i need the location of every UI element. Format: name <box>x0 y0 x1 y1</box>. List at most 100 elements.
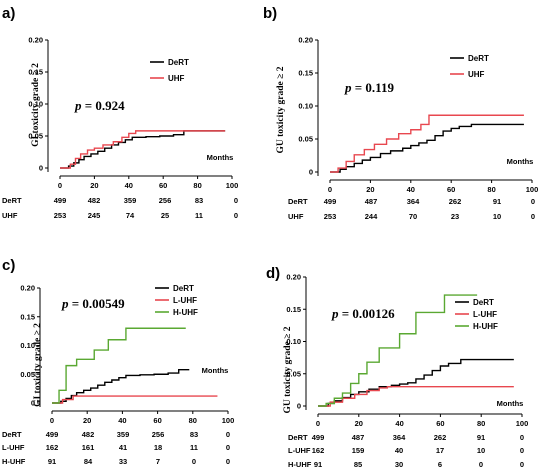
y-tick-label: 0.15 <box>28 68 43 77</box>
risk-table-cell: 10 <box>477 446 485 455</box>
y-tick-label: 0.15 <box>20 312 35 321</box>
risk-row-label: UHF <box>288 212 304 221</box>
y-tick-label: 0 <box>39 164 43 173</box>
y-tick-label: 0.20 <box>28 36 43 45</box>
x-tick-label: 20 <box>90 181 98 190</box>
risk-table-cell: 91 <box>314 460 322 469</box>
risk-table-cell: 7 <box>156 457 160 466</box>
x-tick-label: 40 <box>125 181 133 190</box>
x-tick-label: 0 <box>58 181 62 190</box>
risk-table-cell: 0 <box>226 430 230 439</box>
risk-row-label: L-UHF <box>288 446 311 455</box>
risk-table-cell: 40 <box>395 446 403 455</box>
y-tick-label: 0.10 <box>286 337 301 346</box>
risk-table-cell: 74 <box>126 211 135 220</box>
risk-table-cell: 41 <box>119 443 127 452</box>
risk-table-cell: 499 <box>312 433 325 442</box>
risk-table-cell: 17 <box>436 446 444 455</box>
y-tick-label: 0.10 <box>298 102 313 111</box>
x-tick-label: 40 <box>407 185 415 194</box>
risk-table-cell: 256 <box>159 196 172 205</box>
p-value-label: p = 0.119 <box>344 80 394 95</box>
risk-table-cell: 85 <box>354 460 362 469</box>
panel-label: c) <box>2 257 15 274</box>
risk-row-label: DeRT <box>288 433 308 442</box>
x-tick-label: 100 <box>226 181 239 190</box>
series-line-uhf <box>60 130 226 169</box>
risk-table-cell: 245 <box>88 211 101 220</box>
risk-table-cell: 159 <box>352 446 365 455</box>
risk-table-cell: 91 <box>48 457 56 466</box>
series-line-dert <box>330 123 524 173</box>
x-tick-label: 40 <box>118 416 126 425</box>
chart-panel-2: b) GU toxicity grade ≥ 2 0 0.05 0.10 0.15 0.20… <box>263 5 538 221</box>
legend-label: L-UHF <box>173 296 197 305</box>
risk-table-cell: 262 <box>434 433 447 442</box>
x-tick-label: 80 <box>189 416 197 425</box>
y-tick-label: 0.15 <box>298 69 313 78</box>
y-tick-label: 0 <box>297 402 301 411</box>
risk-table-cell: 84 <box>84 457 93 466</box>
risk-table-cell: 244 <box>365 212 378 221</box>
y-tick-label: 0.05 <box>286 369 301 378</box>
series-line-l-uhf <box>52 395 218 404</box>
x-tick-label: 20 <box>355 419 363 428</box>
y-tick-label: 0.20 <box>286 273 301 282</box>
legend-label: UHF <box>168 74 185 83</box>
p-value-label: p = 0.00126 <box>331 306 395 321</box>
series-line-h-uhf <box>318 294 478 407</box>
risk-table-cell: 0 <box>520 433 524 442</box>
risk-table-cell: 6 <box>438 460 442 469</box>
legend-label: DeRT <box>468 54 489 63</box>
risk-row-label: DeRT <box>2 430 22 439</box>
x-axis-label: Months <box>202 366 229 375</box>
risk-table-cell: 162 <box>312 446 325 455</box>
risk-table-cell: 161 <box>82 443 95 452</box>
risk-table-cell: 10 <box>493 212 501 221</box>
y-tick-label: 0.15 <box>286 305 301 314</box>
y-tick-label: 0.05 <box>28 132 43 141</box>
y-axis-label: GI toxicity grade ≥ 2 <box>31 63 41 147</box>
x-axis-label: Months <box>507 157 534 166</box>
series-line-dert <box>52 368 190 404</box>
panel-label: b) <box>263 5 277 22</box>
x-tick-label: 60 <box>447 185 455 194</box>
series-line-l-uhf <box>318 385 514 407</box>
x-tick-label: 0 <box>50 416 54 425</box>
x-tick-label: 80 <box>487 185 495 194</box>
series-line-dert <box>318 358 514 407</box>
legend-label: DeRT <box>473 298 494 307</box>
risk-table-cell: 499 <box>54 196 67 205</box>
risk-table-cell: 0 <box>226 443 230 452</box>
risk-table-cell: 487 <box>365 197 378 206</box>
legend-label: DeRT <box>173 284 194 293</box>
y-tick-label: 0.10 <box>28 100 43 109</box>
legend-label: H-UHF <box>173 308 198 317</box>
series-line-uhf <box>330 114 524 173</box>
risk-row-label: L-UHF <box>2 443 25 452</box>
y-tick-label: 0 <box>309 168 313 177</box>
risk-table-cell: 482 <box>82 430 95 439</box>
risk-table-cell: 253 <box>324 212 337 221</box>
y-tick-label: 0.20 <box>20 284 35 293</box>
risk-table-cell: 33 <box>119 457 127 466</box>
risk-table-cell: 364 <box>393 433 406 442</box>
chart-panel-3: c)GI toxicity grade ≥ 200.050.100.150.20… <box>2 257 234 466</box>
risk-table-cell: 0 <box>234 196 238 205</box>
x-tick-label: 80 <box>193 181 201 190</box>
risk-table-cell: 499 <box>46 430 59 439</box>
risk-table-cell: 11 <box>195 211 203 220</box>
p-value-label: p = 0.00549 <box>61 296 125 311</box>
risk-table-cell: 0 <box>531 212 535 221</box>
panel-label: a) <box>2 5 15 22</box>
risk-table-cell: 0 <box>192 457 196 466</box>
risk-table-cell: 0 <box>531 197 535 206</box>
risk-table-cell: 359 <box>117 430 130 439</box>
risk-table-cell: 256 <box>152 430 165 439</box>
x-tick-label: 40 <box>395 419 403 428</box>
risk-row-label: UHF <box>2 211 18 220</box>
x-tick-label: 20 <box>366 185 374 194</box>
risk-table-cell: 30 <box>395 460 403 469</box>
x-axis-label: Months <box>497 399 524 408</box>
x-tick-label: 0 <box>316 419 320 428</box>
